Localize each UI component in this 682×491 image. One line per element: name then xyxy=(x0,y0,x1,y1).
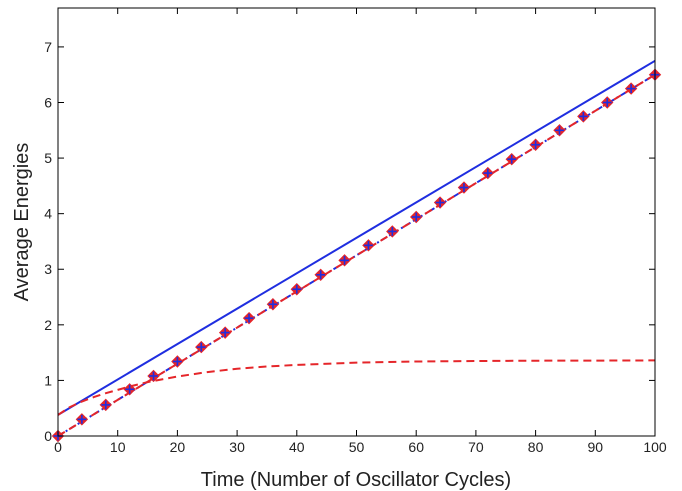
x-axis-title: Time (Number of Oscillator Cycles) xyxy=(201,469,511,491)
y-tick-label-7: 7 xyxy=(44,39,52,55)
y-axis-title: Average Energies xyxy=(11,143,33,302)
x-tick-label-1: 10 xyxy=(110,439,126,455)
x-tick-label-5: 50 xyxy=(349,439,365,455)
x-tick-label-10: 100 xyxy=(643,439,667,455)
x-tick-label-2: 20 xyxy=(170,439,186,455)
plot-background xyxy=(58,8,655,436)
y-tick-label-1: 1 xyxy=(44,372,52,388)
x-tick-label-9: 90 xyxy=(588,439,604,455)
x-tick-label-4: 40 xyxy=(289,439,305,455)
x-tick-label-3: 30 xyxy=(229,439,245,455)
y-tick-label-4: 4 xyxy=(44,206,52,222)
y-tick-label-3: 3 xyxy=(44,261,52,277)
x-tick-label-6: 60 xyxy=(408,439,424,455)
x-tick-label-7: 70 xyxy=(468,439,484,455)
x-tick-label-0: 0 xyxy=(54,439,62,455)
y-tick-label-5: 5 xyxy=(44,150,52,166)
y-tick-label-0: 0 xyxy=(44,428,52,444)
y-tick-label-6: 6 xyxy=(44,94,52,110)
x-tick-label-8: 80 xyxy=(528,439,544,455)
y-tick-label-2: 2 xyxy=(44,317,52,333)
